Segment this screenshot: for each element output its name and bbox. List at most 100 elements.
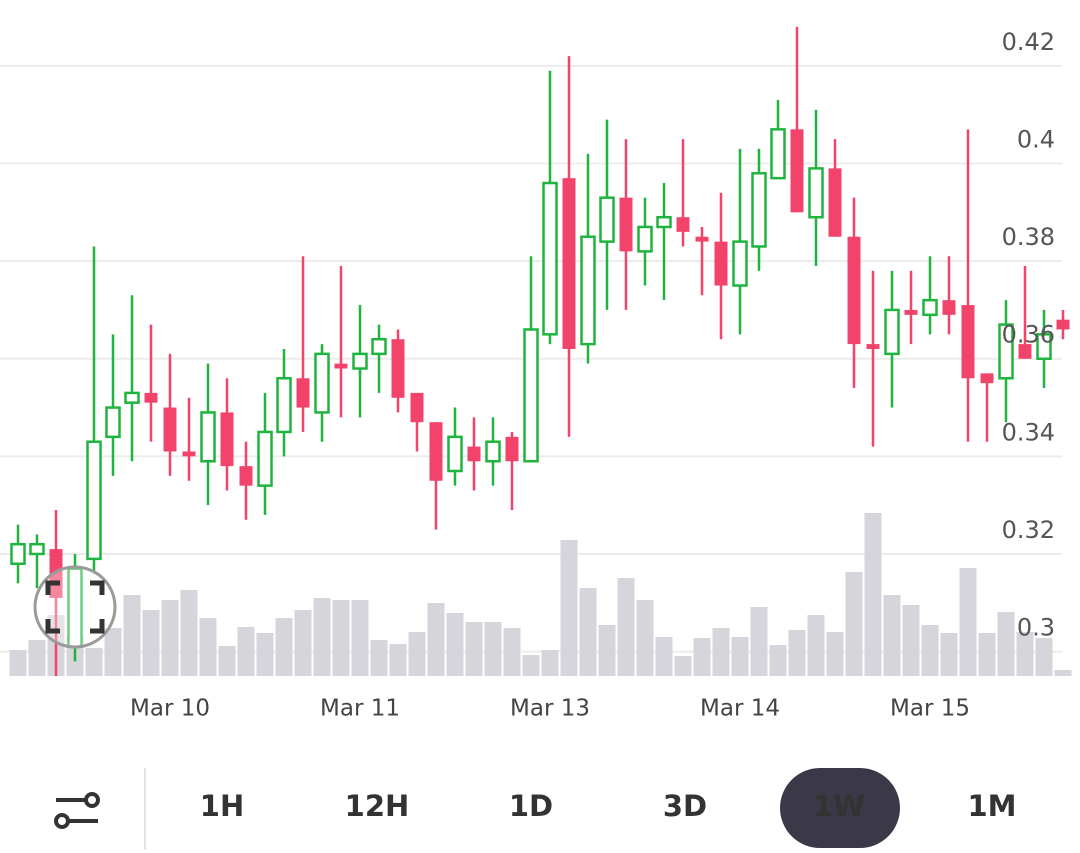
candle-body: [124, 391, 140, 404]
candle-body: [447, 435, 463, 473]
volume-bar: [769, 645, 787, 676]
volume-bar: [579, 588, 597, 676]
candle-body: [220, 412, 234, 467]
candle-body: [1018, 344, 1032, 359]
volume-bar: [883, 595, 901, 676]
volume-bar: [142, 610, 160, 676]
candle-body: [391, 339, 405, 398]
candle-body: [182, 451, 196, 457]
fullscreen-icon: [45, 580, 105, 634]
volume-bar: [503, 628, 521, 676]
volume-bar: [408, 632, 426, 676]
candle-body: [163, 407, 177, 452]
candle-body: [505, 436, 519, 462]
candle-body: [1036, 333, 1052, 360]
volume-bar: [161, 600, 179, 676]
candle-body: [296, 378, 310, 408]
volume-bar: [313, 598, 331, 676]
toolbar: 1H 12H 1D 3D 1W 1M: [200, 789, 1017, 823]
x-tick-label: Mar 13: [510, 696, 590, 722]
volume-bar: [712, 628, 730, 676]
icon-knob: [84, 792, 100, 808]
timeframe-button[interactable]: 12H: [345, 789, 410, 823]
timeframe-button[interactable]: 1D: [509, 789, 553, 823]
volume-bar: [731, 637, 749, 676]
volume-bar: [902, 605, 920, 676]
volume-bar: [921, 625, 939, 676]
x-tick-label: Mar 10: [130, 696, 210, 722]
candle-body: [105, 406, 121, 439]
candle-body: [257, 430, 273, 487]
candle-body: [86, 440, 102, 561]
candle-body: [523, 328, 539, 463]
volume-bar: [636, 600, 654, 676]
candle-body: [542, 181, 558, 336]
candle-body: [467, 446, 481, 462]
volume-bar: [750, 607, 768, 676]
settings-button[interactable]: [54, 792, 100, 829]
volume-bar: [370, 640, 388, 676]
volume-bar: [864, 513, 882, 676]
candle-body: [942, 300, 956, 315]
timeframe-button[interactable]: 1M: [967, 789, 1016, 823]
volume-bar: [978, 633, 996, 676]
y-tick-label: 0.38: [1002, 223, 1055, 251]
fullscreen-button[interactable]: [33, 565, 117, 649]
volume-bar: [28, 640, 46, 676]
candle-body: [714, 241, 728, 286]
candle-body: [904, 309, 918, 315]
candle-body: [485, 440, 501, 463]
candle-body: [998, 323, 1014, 380]
candle-body: [732, 240, 748, 287]
y-tick-label: 0.42: [1002, 28, 1055, 56]
volume-bar: [1016, 632, 1034, 676]
y-tick-label: 0.3: [1017, 614, 1055, 642]
y-tick-label: 0.34: [1002, 418, 1055, 446]
candle-body: [884, 308, 900, 356]
volume-bar: [940, 633, 958, 676]
volume-bar: [1035, 638, 1053, 676]
timeframe-button[interactable]: 1H: [200, 789, 244, 823]
candle-body: [770, 128, 786, 180]
volume-bar: [427, 603, 445, 676]
candle-body: [580, 235, 596, 346]
volume-bar: [484, 622, 502, 676]
volume-bar: [180, 590, 198, 676]
candle-body: [10, 542, 26, 565]
x-tick-label: Mar 14: [700, 696, 780, 722]
volume-bar: [275, 618, 293, 676]
volume-bar: [807, 615, 825, 676]
volume-bar: [123, 595, 141, 676]
candle-body: [751, 172, 767, 248]
volume-bar: [237, 627, 255, 676]
volume-bar: [693, 638, 711, 676]
candle-body: [922, 298, 938, 317]
candle-body: [637, 225, 653, 253]
candle-body: [314, 352, 330, 414]
volume-bar: [389, 644, 407, 676]
timeframe-button[interactable]: 1W: [813, 789, 865, 823]
candle-body: [144, 392, 158, 403]
label-layer: 0.3 0.32 0.34 0.36 0.38 0.4 0.42 Mar 10 Mar 11 Ma…: [130, 28, 1055, 722]
timeframe-button[interactable]: 3D: [663, 789, 707, 823]
candle-body: [562, 178, 576, 349]
volume-bar: [788, 630, 806, 676]
volume-bar: [85, 648, 103, 676]
y-tick-label: 0.4: [1017, 126, 1055, 154]
button-circle: [33, 565, 117, 649]
volume-bar: [560, 540, 578, 676]
volume-bar: [997, 612, 1015, 676]
volume-bar: [446, 613, 464, 676]
candle-body: [200, 411, 216, 463]
candle-body: [429, 422, 443, 481]
volume-bar: [826, 632, 844, 676]
candle-body: [1056, 319, 1070, 330]
candle-body: [808, 167, 824, 219]
candle-body: [695, 236, 709, 242]
candle-body: [828, 168, 842, 237]
candle-body: [676, 217, 690, 232]
candle-body: [49, 549, 63, 598]
candle-body: [961, 305, 975, 379]
